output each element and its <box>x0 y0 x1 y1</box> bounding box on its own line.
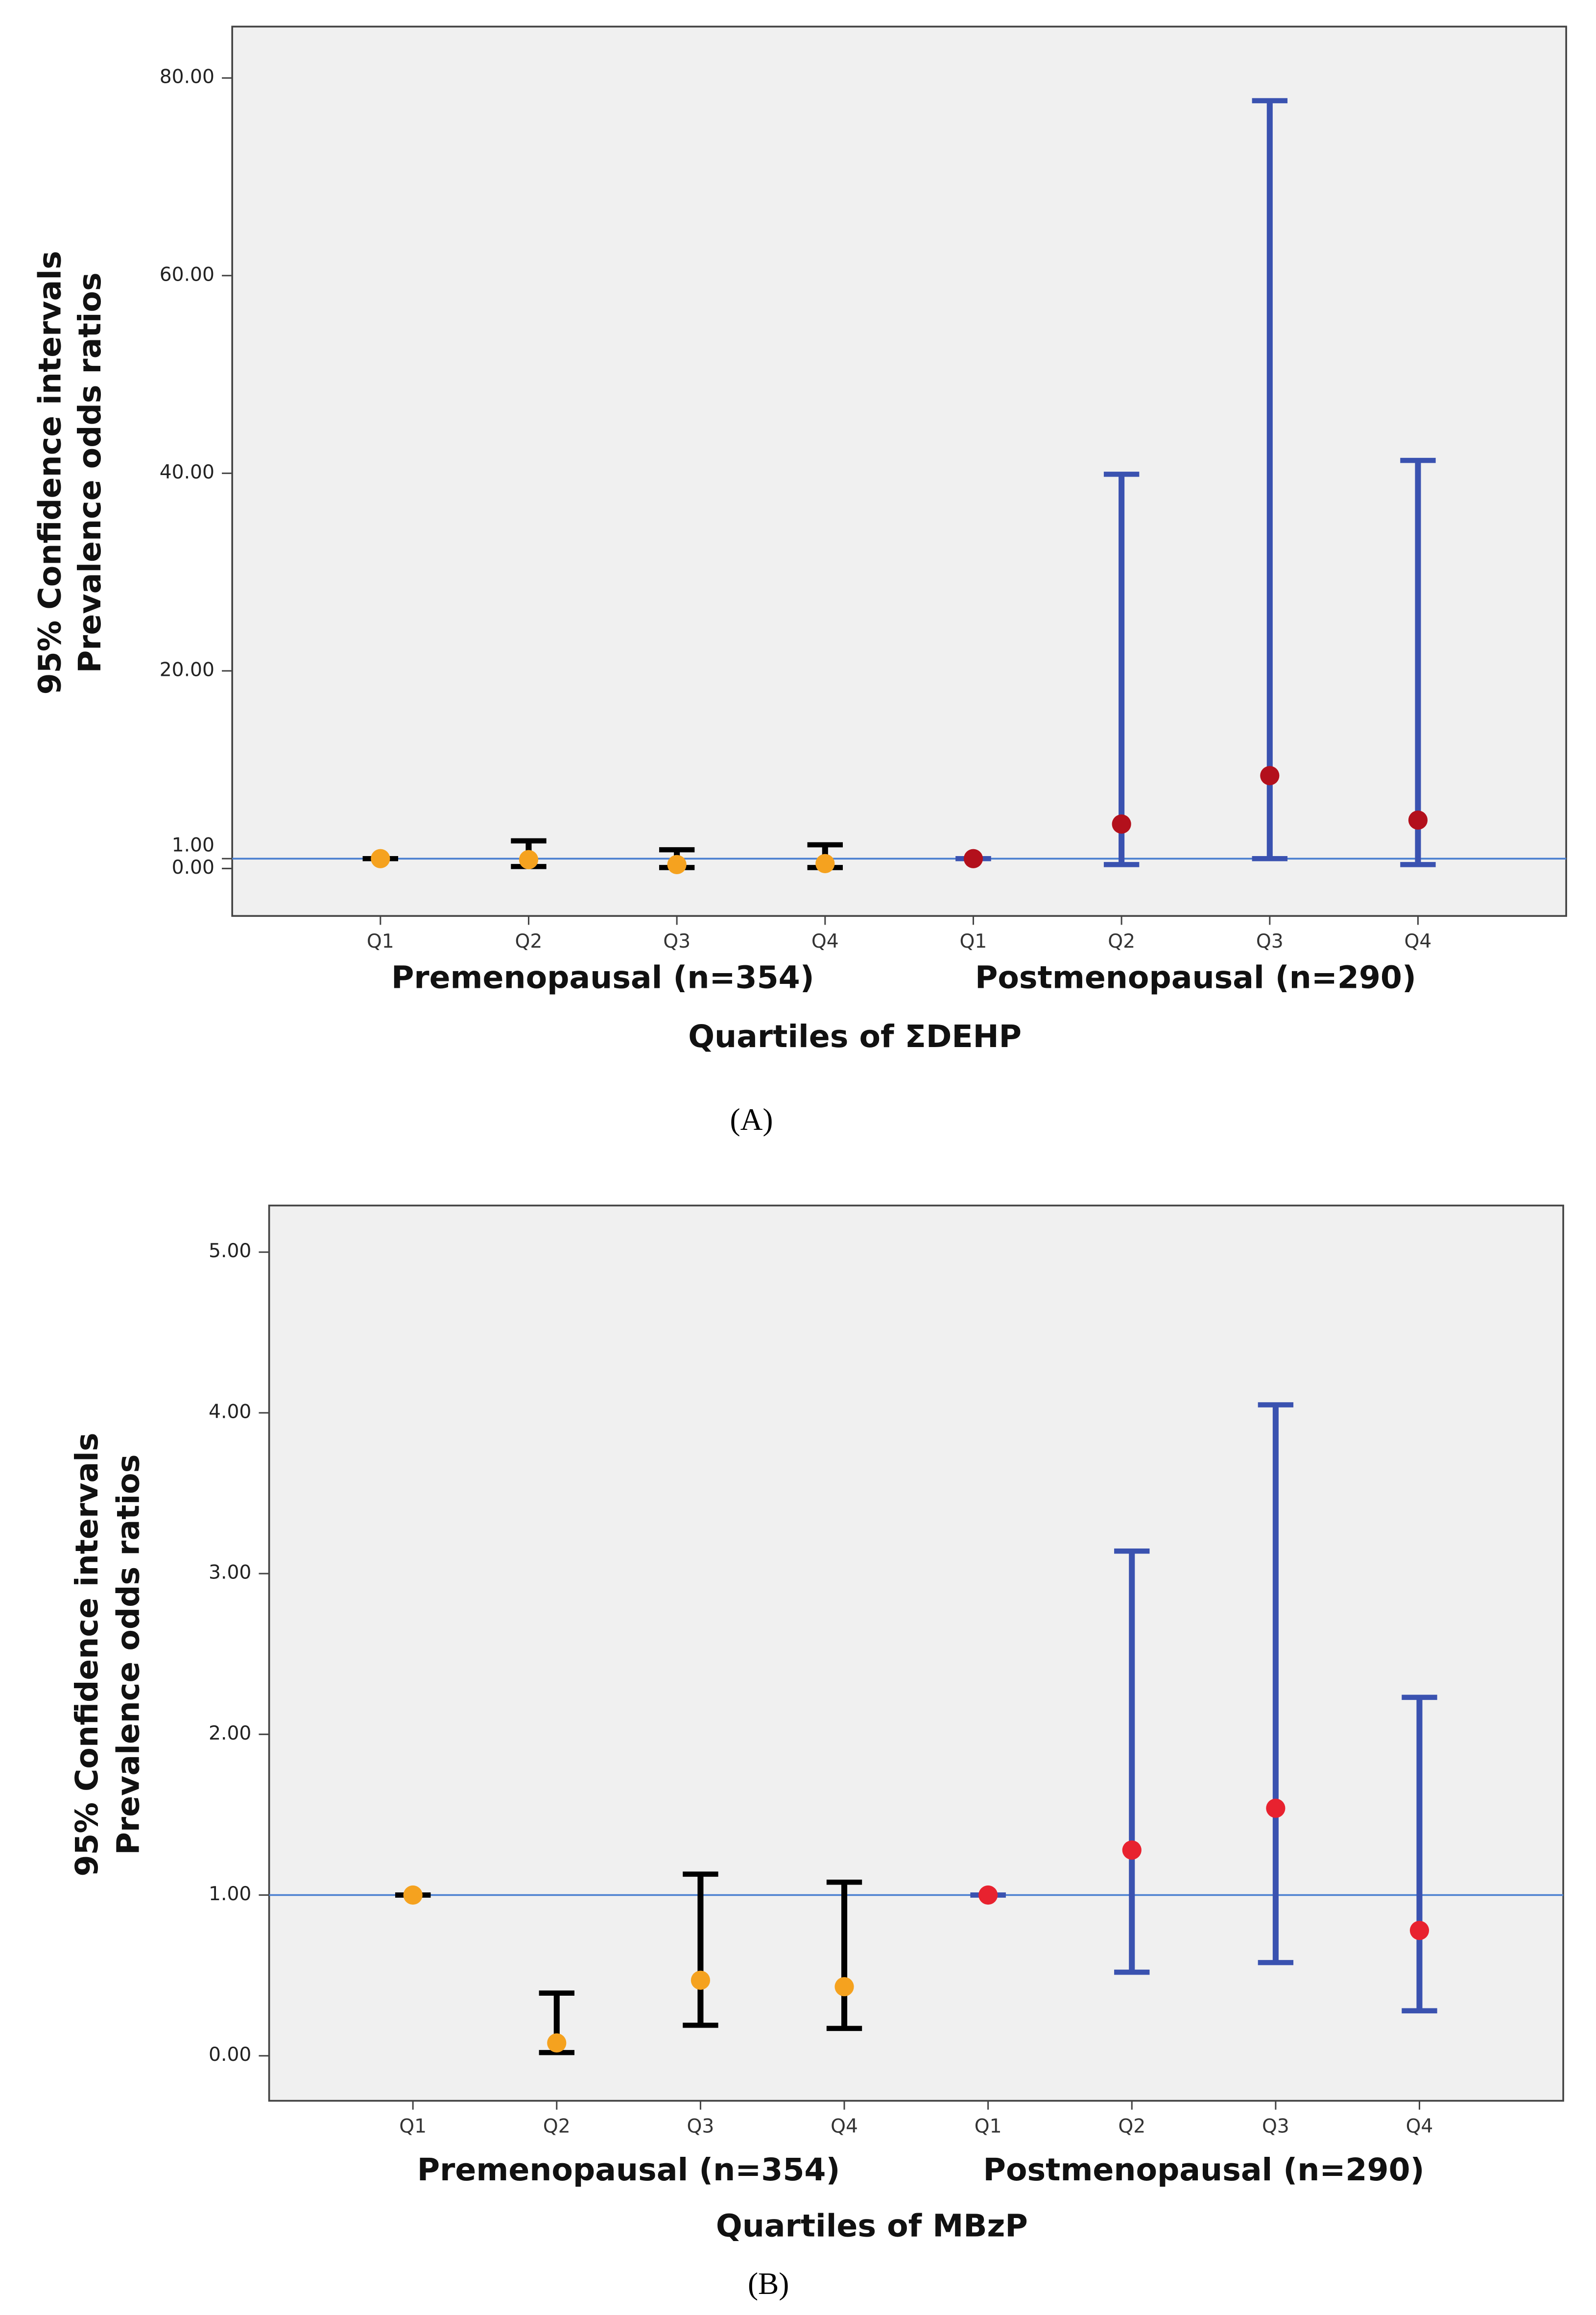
x-tick-label: Q2 <box>515 931 543 953</box>
x-tick-label: Q1 <box>367 931 394 953</box>
plot-area <box>231 25 1567 917</box>
group-label: Postmenopausal (n=290) <box>983 2151 1425 2188</box>
x-tick-label: Q1 <box>399 2115 427 2137</box>
x-tick-label: Q4 <box>811 931 839 953</box>
y-tick-label: 5.00 <box>209 1240 251 1262</box>
x-tick-label: Q3 <box>687 2115 714 2137</box>
y-axis-label: Prevalence odds ratios <box>110 1455 146 1855</box>
y-tick-label: 0.00 <box>172 857 214 879</box>
y-tick-label: 1.00 <box>172 835 214 857</box>
panel-caption: (A) <box>730 1102 773 1137</box>
y-axis-label: Prevalence odds ratios <box>71 272 108 673</box>
x-tick-label: Q2 <box>1118 2115 1145 2137</box>
x-tick-label: Q4 <box>831 2115 858 2137</box>
y-tick-label: 4.00 <box>209 1401 251 1423</box>
point <box>1122 1840 1142 1860</box>
y-tick-label: 80.00 <box>160 66 214 88</box>
point <box>547 2033 567 2053</box>
x-tick-label: Q1 <box>975 2115 1002 2137</box>
y-tick-label: 1.00 <box>209 1883 251 1905</box>
y-axis-label: 95% Confidence intervals <box>69 1432 105 1876</box>
group-label: Premenopausal (n=354) <box>391 959 814 996</box>
group-label: Premenopausal (n=354) <box>417 2151 840 2188</box>
point <box>371 849 390 868</box>
point <box>691 1970 711 1990</box>
point <box>1408 810 1428 830</box>
y-tick-label: 40.00 <box>160 461 214 483</box>
x-tick-label: Q2 <box>543 2115 571 2137</box>
y-tick-label: 2.00 <box>209 1722 251 1744</box>
y-tick-label: 0.00 <box>209 2044 251 2066</box>
y-tick-label: 60.00 <box>160 263 214 286</box>
x-tick-label: Q3 <box>1256 931 1284 953</box>
point <box>815 854 835 873</box>
point <box>978 1885 998 1905</box>
x-tick-label: Q4 <box>1405 931 1432 953</box>
x-tick-label: Q3 <box>1262 2115 1289 2137</box>
y-tick-label: 20.00 <box>160 659 214 681</box>
x-axis-label: Quartiles of MBzP <box>716 2208 1028 2244</box>
point <box>1266 1798 1286 1818</box>
x-tick-label: Q4 <box>1406 2115 1433 2137</box>
x-tick-label: Q2 <box>1108 931 1135 953</box>
point <box>834 1977 854 1997</box>
panel-caption: (B) <box>748 2267 789 2301</box>
point <box>1260 766 1280 786</box>
x-axis-label: Quartiles of ΣDEHP <box>688 1018 1022 1054</box>
x-tick-label: Q1 <box>960 931 987 953</box>
point <box>667 855 687 874</box>
group-label: Postmenopausal (n=290) <box>975 959 1416 996</box>
point <box>403 1885 423 1905</box>
y-axis-label: 95% Confidence intervals <box>32 251 68 694</box>
y-tick-label: 3.00 <box>209 1562 251 1584</box>
point <box>1112 814 1131 834</box>
point <box>963 849 983 868</box>
point <box>1409 1921 1429 1940</box>
x-tick-label: Q3 <box>663 931 691 953</box>
point <box>519 850 539 869</box>
plot-area <box>268 1204 1564 2102</box>
